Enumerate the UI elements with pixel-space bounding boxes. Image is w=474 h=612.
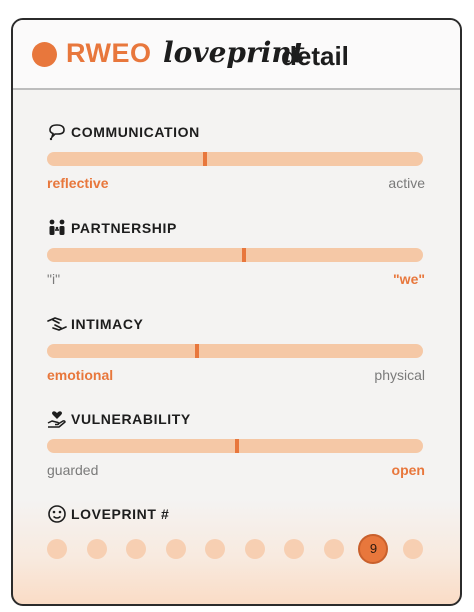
section-communication: COMMUNICATION reflective active [47,122,425,191]
loveprint-dot[interactable] [165,539,186,559]
loveprint-dot[interactable] [284,539,305,559]
brand-logo-icon [32,42,57,67]
loveprint-dot[interactable] [205,539,226,559]
communication-marker [202,152,207,166]
communication-left-pole: reflective [47,175,109,191]
partnership-right-pole: "we" [393,271,425,287]
heart-hand-icon [47,409,67,429]
vulnerability-right-pole: open [391,462,425,478]
section-vulnerability: VULNERABILITY guarded open [47,409,425,478]
section-label: COMMUNICATION [71,124,200,140]
brand-name: RWEO [66,38,152,68]
speech-bubble-icon [47,122,67,142]
partnership-marker [242,248,247,262]
communication-slider [47,152,423,166]
communication-right-pole: active [388,175,425,191]
partnership-left-pole: "i" [47,271,61,287]
loveprint-dot[interactable] [244,539,265,559]
loveprint-dot[interactable] [47,539,67,559]
intimacy-slider [47,344,423,358]
loveprint-detail-card: RWEO loveprint detail COMMUNICATION refl… [11,18,462,606]
loveprint-dot[interactable] [403,539,423,559]
intimacy-marker [195,344,200,358]
badge-icon [47,504,67,524]
title-script: loveprint [163,36,305,69]
section-partnership: PARTNERSHIP "i" "we" [47,218,425,287]
loveprint-number-selector: 9 [47,534,425,564]
partnership-slider [47,248,423,262]
loveprint-dot[interactable] [86,539,107,559]
section-label: LOVEPRINT # [71,506,170,522]
intimacy-left-pole: emotional [47,367,114,383]
card-header: RWEO loveprint detail [13,20,460,90]
section-label: VULNERABILITY [71,411,191,427]
hands-icon [47,314,67,334]
loveprint-dot-selected[interactable]: 9 [358,534,389,564]
section-label: INTIMACY [71,316,144,332]
people-icon [47,218,67,238]
vulnerability-slider [47,439,423,453]
loveprint-dot[interactable] [126,539,147,559]
section-intimacy: INTIMACY emotional physical [47,314,425,383]
loveprint-dot[interactable] [323,539,344,559]
vulnerability-left-pole: guarded [47,462,99,478]
section-label: PARTNERSHIP [71,220,177,236]
section-loveprint-number: LOVEPRINT # [47,504,425,524]
vulnerability-marker [234,439,239,453]
title-tail: detail [281,41,349,71]
intimacy-right-pole: physical [374,367,425,383]
